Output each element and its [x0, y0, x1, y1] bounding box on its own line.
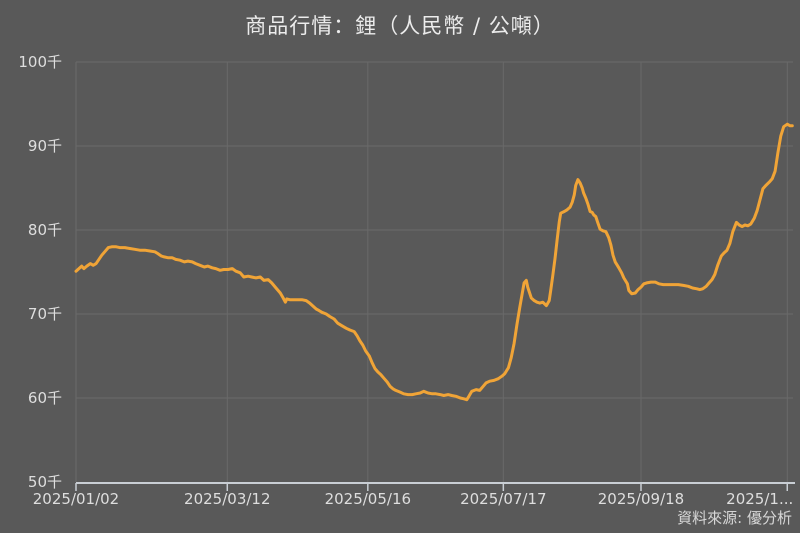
- y-axis-tick-label: 60千: [27, 389, 62, 407]
- price-line-series: [74, 122, 794, 402]
- y-axis-tick-label: 70千: [27, 305, 62, 323]
- y-axis-tick-label: 80千: [27, 221, 62, 239]
- y-axis-tick-label: 50千: [27, 473, 62, 491]
- chart-title: 商品行情：鋰（人民幣 / 公噸）: [245, 14, 555, 38]
- x-axis-tick-label: 2025/03/12: [184, 490, 271, 508]
- data-source-note: 資料來源: 優分析: [677, 509, 792, 527]
- x-axis-tick-label: 2025/01/02: [32, 490, 120, 508]
- x-axis-tick-label: 2025/07/17: [460, 490, 547, 508]
- x-axis-tick-label: 2025/05/16: [324, 490, 412, 508]
- y-axis-tick-label: 90千: [27, 137, 62, 155]
- y-axis-tick-label: 100千: [18, 53, 62, 71]
- x-axis-tick-label: 2025/1...: [726, 490, 794, 508]
- x-axis-tick-label: 2025/09/18: [597, 490, 685, 508]
